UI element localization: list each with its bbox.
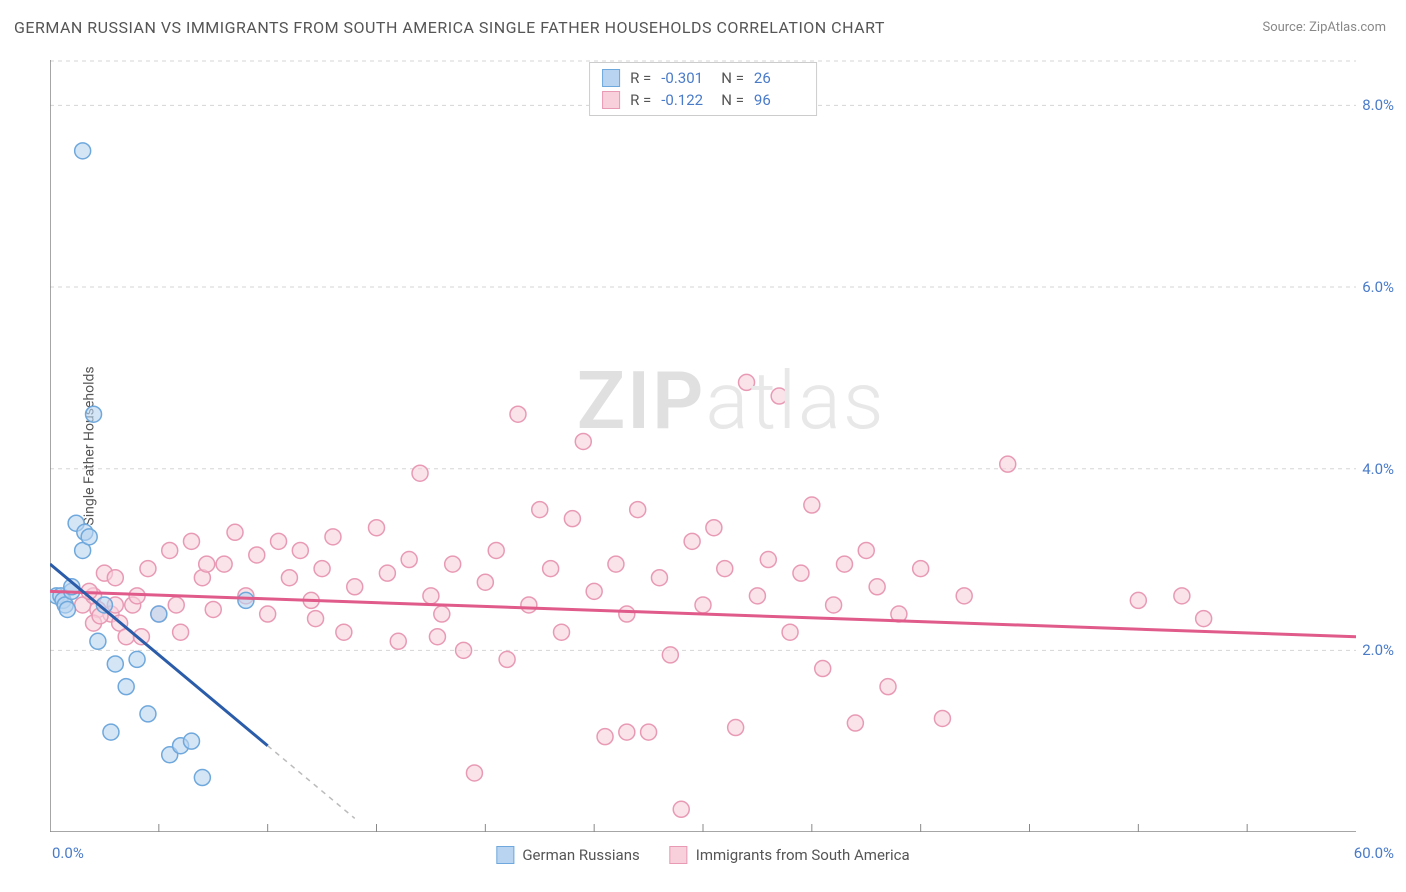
swatch-bottom-2 [670, 846, 688, 864]
legend-item-1: German Russians [496, 846, 639, 864]
legend-item-2: Immigrants from South America [670, 846, 910, 864]
stats-legend-box: R = -0.301 N = 26 R = -0.122 N = 96 [589, 62, 817, 116]
r-label-1: R = [630, 69, 651, 87]
chart-svg [50, 60, 1356, 832]
x-axis-max-label: 60.0% [1354, 844, 1394, 862]
y-tick-label: 2.0% [1362, 641, 1394, 659]
chart-area [50, 60, 1356, 832]
n-label-2: N = [721, 91, 744, 109]
r-value-1: -0.301 [661, 69, 711, 87]
stats-row-series2: R = -0.122 N = 96 [602, 89, 804, 111]
source-label: Source: ZipAtlas.com [1262, 20, 1386, 35]
n-label-1: N = [721, 69, 744, 87]
r-label-2: R = [630, 91, 651, 109]
legend-label-1: German Russians [522, 846, 639, 864]
stats-row-series1: R = -0.301 N = 26 [602, 67, 804, 89]
y-tick-label: 6.0% [1362, 278, 1394, 296]
chart-title: GERMAN RUSSIAN VS IMMIGRANTS FROM SOUTH … [14, 18, 885, 37]
y-tick-label: 4.0% [1362, 460, 1394, 478]
legend-label-2: Immigrants from South America [696, 846, 910, 864]
swatch-series1 [602, 69, 620, 87]
x-axis-min-label: 0.0% [52, 844, 84, 862]
bottom-legend: German Russians Immigrants from South Am… [496, 846, 909, 864]
r-value-2: -0.122 [661, 91, 711, 109]
swatch-series2 [602, 91, 620, 109]
n-value-2: 96 [754, 91, 804, 109]
y-tick-label: 8.0% [1362, 96, 1394, 114]
n-value-1: 26 [754, 69, 804, 87]
swatch-bottom-1 [496, 846, 514, 864]
